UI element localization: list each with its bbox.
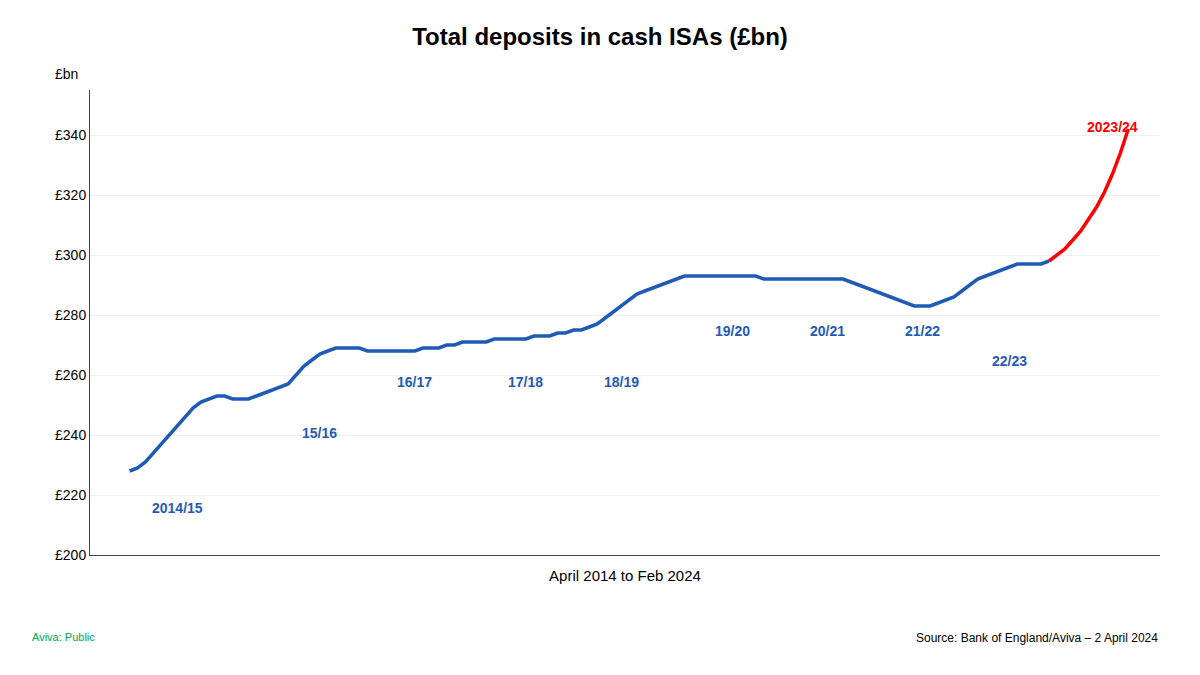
svg-text:16/17: 16/17 bbox=[397, 374, 432, 390]
svg-text:£300: £300 bbox=[55, 247, 86, 263]
svg-text:2014/15: 2014/15 bbox=[152, 500, 203, 516]
svg-text:Source: Bank of England/Aviva: Source: Bank of England/Aviva – 2 April … bbox=[916, 631, 1158, 645]
svg-text:£200: £200 bbox=[55, 547, 86, 563]
svg-text:£220: £220 bbox=[55, 487, 86, 503]
svg-text:19/20: 19/20 bbox=[715, 323, 750, 339]
svg-text:£280: £280 bbox=[55, 307, 86, 323]
svg-text:£340: £340 bbox=[55, 127, 86, 143]
svg-text:April 2014 to Feb 2024: April 2014 to Feb 2024 bbox=[549, 567, 701, 584]
svg-text:£bn: £bn bbox=[55, 66, 78, 82]
svg-text:22/23: 22/23 bbox=[992, 353, 1027, 369]
svg-text:£320: £320 bbox=[55, 187, 86, 203]
svg-text:Total deposits in cash ISAs (£: Total deposits in cash ISAs (£bn) bbox=[412, 23, 788, 50]
svg-text:18/19: 18/19 bbox=[604, 374, 639, 390]
svg-text:£260: £260 bbox=[55, 367, 86, 383]
svg-text:Aviva: Public: Aviva: Public bbox=[32, 631, 95, 643]
svg-text:21/22: 21/22 bbox=[905, 323, 940, 339]
svg-text:£240: £240 bbox=[55, 427, 86, 443]
svg-text:2023/24: 2023/24 bbox=[1087, 119, 1138, 135]
svg-text:15/16: 15/16 bbox=[302, 425, 337, 441]
svg-text:17/18: 17/18 bbox=[508, 374, 543, 390]
svg-text:20/21: 20/21 bbox=[810, 323, 845, 339]
